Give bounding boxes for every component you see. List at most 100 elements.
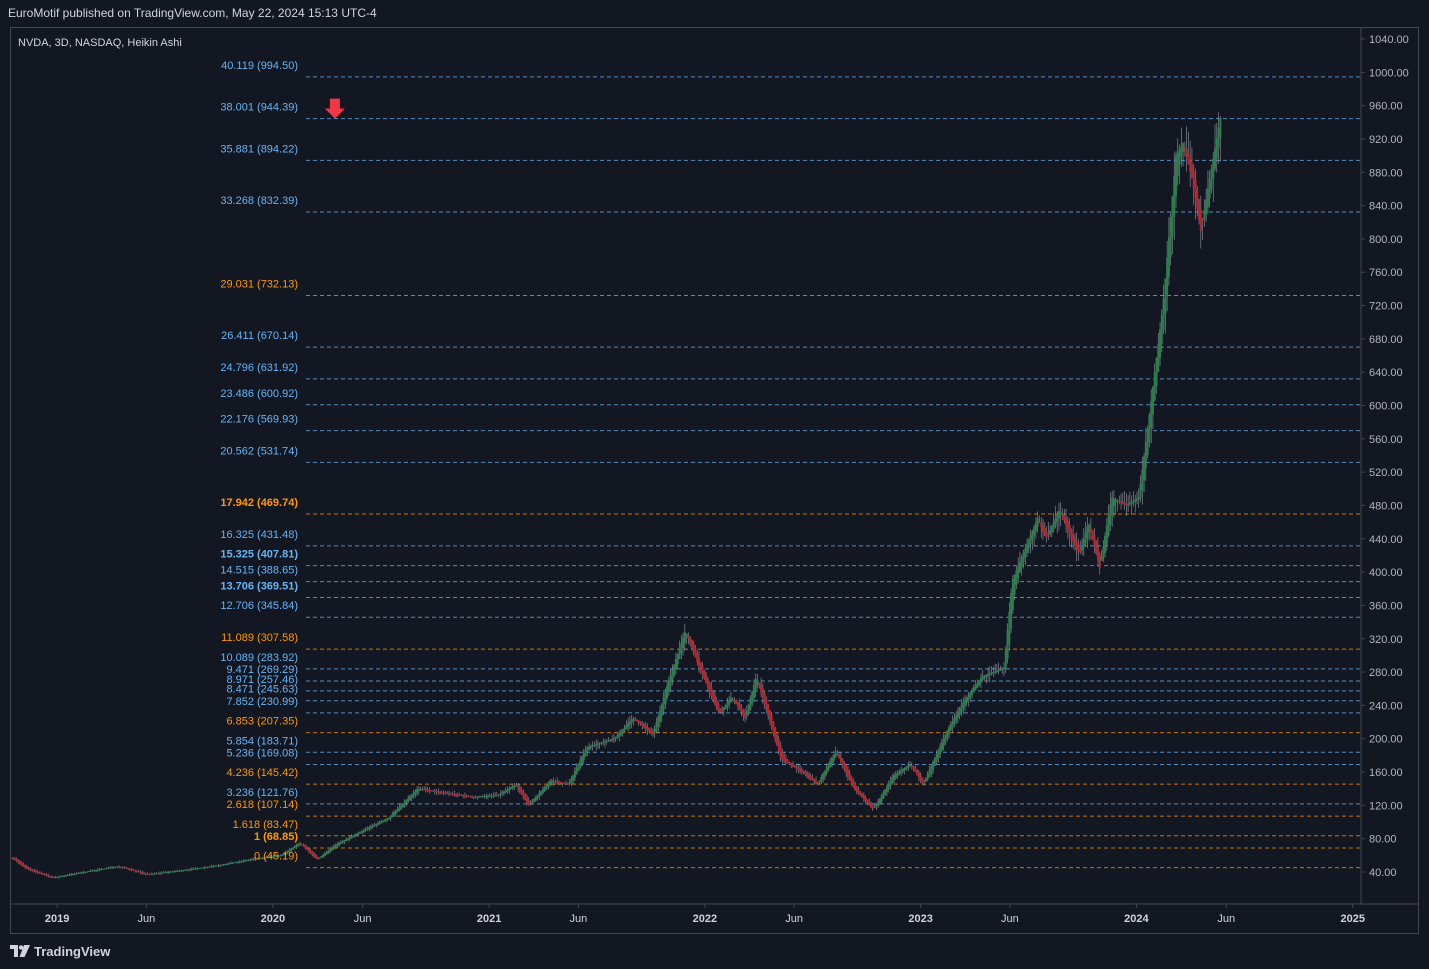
chart-panel[interactable]: 40.119 (994.50) 38.001 (944.39) 35.881 (89…: [10, 27, 1419, 934]
candle-body: [536, 794, 539, 799]
candle-body: [176, 870, 179, 872]
y-tick-label: 760.00: [1369, 267, 1403, 279]
candle-body: [783, 755, 786, 762]
candle-body: [73, 873, 76, 875]
candle-body: [274, 856, 277, 858]
candle-body: [855, 786, 858, 792]
candle-body: [95, 869, 98, 871]
candle-body: [774, 727, 777, 740]
candle-body: [485, 796, 488, 798]
candle-body: [171, 871, 174, 873]
candle-body: [205, 867, 208, 869]
candle-body: [401, 803, 404, 808]
candle-body: [400, 805, 403, 809]
candle-body: [538, 792, 541, 797]
candle-body: [891, 777, 894, 784]
candle-body: [84, 871, 87, 873]
candle-body: [791, 764, 794, 767]
candle-body: [153, 873, 156, 875]
candle-body: [1121, 501, 1124, 504]
candle-body: [701, 666, 704, 675]
candle-body: [1093, 534, 1096, 547]
candle-body: [682, 637, 685, 649]
fib-level-label: 23.486 (600.92): [220, 388, 298, 400]
candle-body: [57, 876, 60, 878]
candle-body: [215, 865, 218, 867]
y-tick-label: 640.00: [1369, 367, 1403, 379]
candle-body: [330, 847, 333, 851]
candle-body: [1026, 544, 1029, 553]
candle-body: [1187, 152, 1190, 165]
candle-body: [678, 648, 681, 660]
fib-level-label: 11.089 (307.58): [221, 632, 298, 644]
candle-body: [366, 828, 369, 830]
candle-body: [284, 852, 287, 855]
fib-level-label: 16.325 (431.48): [220, 529, 298, 541]
candle-body: [910, 765, 913, 767]
candle-body: [605, 741, 608, 743]
candle-body: [1104, 536, 1107, 553]
fib-level-label: 24.796 (631.92): [220, 362, 298, 374]
candle-body: [393, 812, 396, 816]
candle-body: [916, 769, 919, 775]
candle-body: [64, 875, 67, 877]
candle-body: [588, 746, 591, 750]
candle-body: [47, 875, 50, 877]
candle-body: [70, 874, 73, 876]
candle-body: [976, 682, 979, 688]
candle-body: [1132, 500, 1135, 503]
candle-body: [1135, 498, 1138, 501]
candle-body: [589, 745, 592, 749]
y-tick-label: 240.00: [1369, 700, 1403, 712]
y-tick-label: 840.00: [1369, 201, 1403, 213]
candle-body: [1128, 503, 1131, 505]
candle-body: [334, 845, 337, 848]
candle-body: [1144, 442, 1147, 469]
fib-level-label: 40.119 (994.50): [221, 60, 298, 72]
candle-body: [595, 744, 598, 746]
candle-body: [462, 795, 465, 797]
candle-body: [1006, 630, 1009, 659]
candle-body: [526, 797, 529, 804]
candle-body: [765, 698, 768, 710]
candle-body: [1215, 138, 1218, 159]
y-tick-label: 600.00: [1369, 401, 1403, 413]
candle-body: [1214, 148, 1217, 169]
candle-body: [822, 773, 825, 780]
candle-body: [933, 758, 936, 766]
candle-body: [183, 870, 186, 872]
price-chart[interactable]: 40.119 (994.50) 38.001 (944.39) 35.881 (89…: [11, 28, 1418, 933]
candle-body: [632, 718, 635, 722]
fib-level-label: 0 (45.19): [254, 851, 298, 863]
candle-body: [323, 853, 326, 856]
candle-body: [238, 861, 241, 863]
y-tick-label: 1040.00: [1369, 34, 1409, 46]
candle-body: [208, 866, 211, 868]
candle-body: [909, 764, 912, 767]
candle-body: [1146, 428, 1149, 456]
candle-body: [637, 720, 640, 723]
y-tick-label: 1000.00: [1369, 67, 1409, 79]
candle-body: [481, 796, 484, 798]
candle-body: [82, 872, 85, 873]
candle-body: [249, 859, 252, 861]
candle-body: [873, 806, 876, 808]
candle-body: [1166, 257, 1169, 297]
candle-body: [1180, 146, 1183, 157]
candle-body: [1173, 176, 1176, 217]
candle-body: [1210, 168, 1213, 189]
fib-level-label: 7.852 (230.99): [226, 696, 298, 708]
candle-body: [838, 754, 841, 759]
candle-body: [556, 781, 559, 783]
candle-body: [960, 705, 963, 712]
candle-body: [882, 792, 885, 799]
candle-body: [1143, 455, 1146, 481]
candle-body: [283, 853, 286, 856]
candle-body: [1066, 521, 1069, 530]
candle-body: [29, 868, 32, 871]
candle-body: [939, 746, 942, 755]
candle-body: [279, 855, 282, 857]
candle-body: [1077, 545, 1080, 555]
fib-level-label: 17.942 (469.74): [220, 497, 298, 509]
candle-body: [627, 723, 630, 728]
